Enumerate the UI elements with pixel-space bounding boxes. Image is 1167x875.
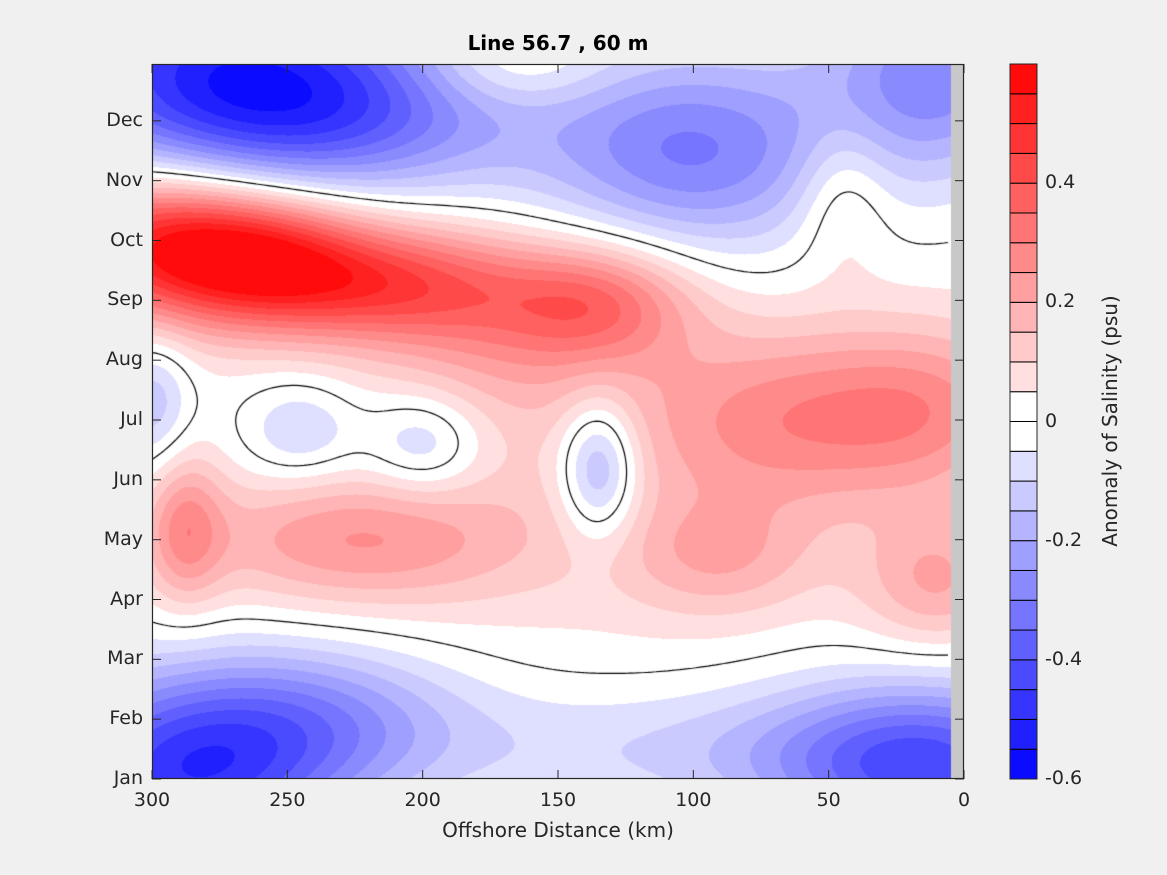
colorbar-tick-label: 0 <box>1045 409 1058 432</box>
x-tick-label: 200 <box>404 789 441 811</box>
colorbar-band <box>1009 659 1038 691</box>
colorbar-band <box>1009 569 1038 601</box>
colorbar-band <box>1009 510 1038 542</box>
colorbar-band <box>1009 182 1038 214</box>
colorbar-band <box>1009 361 1038 393</box>
y-tick-label: Feb <box>109 707 143 730</box>
colorbar-tick-label: -0.6 <box>1045 767 1083 789</box>
colorbar-band <box>1009 599 1038 631</box>
colorbar-band <box>1009 718 1038 750</box>
chart-title: Line 56.7 , 60 m <box>467 31 649 55</box>
x-tick-label: 0 <box>957 789 971 811</box>
colorbar-band <box>1009 272 1038 303</box>
colorbar-band <box>1009 391 1038 423</box>
x-axis-label: Offshore Distance (km) <box>442 818 674 842</box>
x-tick-label: 100 <box>675 789 712 811</box>
y-tick-label: Oct <box>110 228 143 251</box>
colorbar-frame <box>1009 63 1038 780</box>
colorbar-band <box>1009 689 1038 720</box>
y-tick-label: Sep <box>107 288 143 311</box>
y-tick-label: Mar <box>107 647 143 670</box>
colorbar-tick-label: -0.2 <box>1045 528 1083 551</box>
y-tick-label: Aug <box>105 348 143 371</box>
y-tick-label: Nov <box>105 168 143 191</box>
colorbar-band <box>1009 629 1038 661</box>
colorbar-band <box>1009 123 1038 154</box>
colorbar-band <box>1009 152 1038 184</box>
contour-plot-area <box>152 64 964 779</box>
x-tick-label: 300 <box>133 789 171 811</box>
x-tick-label: 250 <box>269 789 306 811</box>
y-tick-label: Jun <box>113 467 143 490</box>
x-tick-label: 150 <box>539 789 577 811</box>
colorbar-band <box>1009 93 1038 125</box>
colorbar-band <box>1009 748 1038 780</box>
colorbar-band <box>1009 540 1038 571</box>
colorbar-band <box>1009 242 1038 274</box>
y-tick-label: Dec <box>106 108 143 131</box>
colorbar-band <box>1009 63 1038 95</box>
y-tick-label: Jan <box>113 767 143 789</box>
colorbar-tick-label: 0.4 <box>1045 171 1076 194</box>
colorbar-band <box>1009 301 1038 333</box>
colorbar-tick-label: 0.2 <box>1045 290 1076 313</box>
x-tick-label: 50 <box>816 789 841 811</box>
colorbar-band <box>1009 421 1038 452</box>
colorbar-label: Anomaly of Salinity (psu) <box>1098 295 1122 547</box>
y-tick-label: May <box>103 527 143 550</box>
plot-frame <box>151 63 965 780</box>
colorbar-band <box>1009 331 1038 363</box>
colorbar-band <box>1009 480 1038 512</box>
y-tick-label: Apr <box>110 587 143 610</box>
colorbar-band <box>1009 450 1038 482</box>
colorbar-tick-label: -0.4 <box>1045 647 1083 670</box>
y-tick-label: Jul <box>120 408 143 430</box>
colorbar-band <box>1009 212 1038 244</box>
